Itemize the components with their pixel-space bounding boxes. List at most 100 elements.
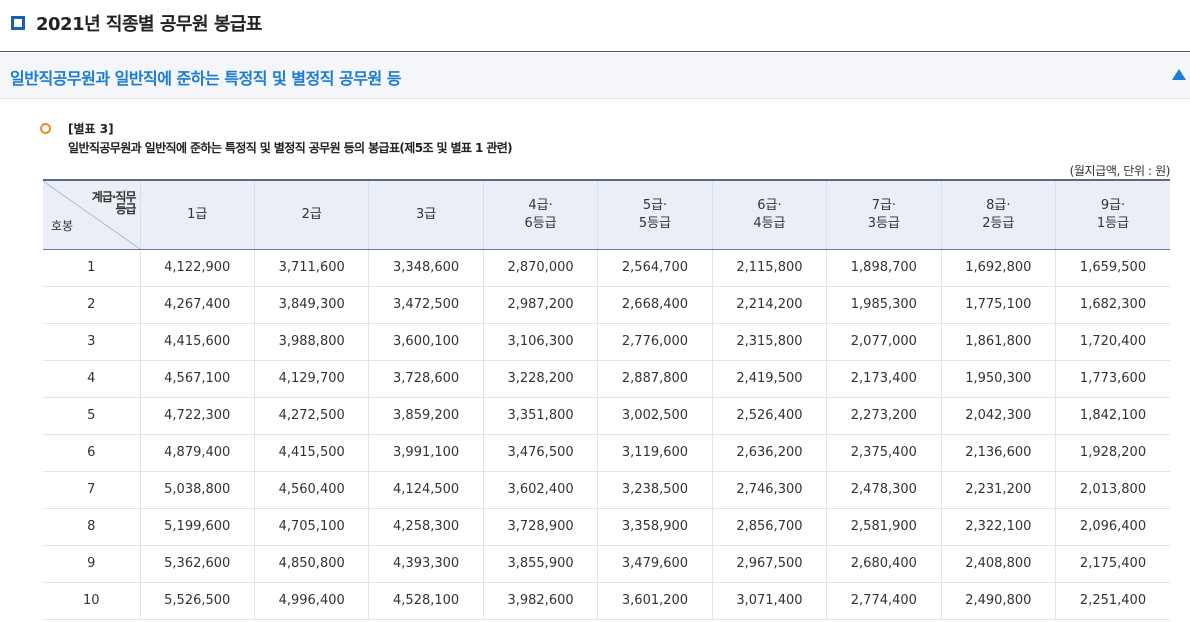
salary-cell: 4,393,300: [368, 545, 484, 583]
table-row: 9 5,362,600 4,850,800 4,393,300 3,855,900 3,4…: [43, 545, 1170, 583]
salary-cell: 3,476,500: [482, 434, 598, 472]
salary-cell: 2,564,700: [597, 249, 713, 287]
table-row: 7 5,038,800 4,560,400 4,124,500 3,602,400 3,2…: [43, 471, 1170, 509]
salary-cell: 3,472,500: [368, 286, 484, 324]
section-accordion-header[interactable]: 일반직공무원과 일반직에 준하는 특정직 및 별정직 공무원 등: [0, 53, 1190, 99]
salary-cell: 2,746,300: [711, 471, 827, 509]
salary-cell: 2,273,200: [826, 397, 942, 435]
corner-top-line2: 등급: [115, 202, 136, 216]
salary-cell: 2,315,800: [711, 323, 827, 361]
column-header-line: 2등급: [982, 215, 1015, 231]
salary-cell: 4,129,700: [253, 360, 369, 398]
note-label: [별표 3]: [68, 122, 114, 136]
salary-cell: 2,478,300: [826, 471, 942, 509]
step-number-cell: 9: [43, 545, 141, 583]
salary-cell: 5,362,600: [139, 545, 255, 583]
salary-cell: 2,173,400: [826, 360, 942, 398]
salary-cell: 2,668,400: [597, 286, 713, 324]
salary-cell: 2,042,300: [940, 397, 1056, 435]
column-header-line: 8급·: [986, 197, 1011, 213]
salary-cell: 2,490,800: [940, 582, 1056, 620]
salary-cell: 2,077,000: [826, 323, 942, 361]
step-number-cell: 4: [43, 360, 141, 398]
column-header-line: 4등급: [753, 215, 786, 231]
table-body: 1 4,122,900 3,711,600 3,348,600 2,870,000 2,5…: [43, 249, 1170, 620]
triangle-up-icon: [1172, 69, 1186, 80]
step-number-cell: 7: [43, 471, 141, 509]
table-header-row: 계급·직무 등급 호봉 1급 2급 3급 4급· 6등급 5급· 5등급 6급· 4등급 7급· 3…: [43, 179, 1170, 250]
salary-cell: 4,258,300: [368, 508, 484, 546]
salary-cell: 2,136,600: [940, 434, 1056, 472]
salary-cell: 2,870,000: [482, 249, 598, 287]
column-header-line: 4급·: [528, 197, 553, 213]
column-header: 8급· 2등급: [940, 179, 1056, 250]
salary-cell: 2,096,400: [1055, 508, 1170, 546]
salary-table: 계급·직무 등급 호봉 1급 2급 3급 4급· 6등급 5급· 5등급 6급· 4등급 7급· 3…: [43, 179, 1170, 620]
salary-cell: 1,775,100: [940, 286, 1056, 324]
salary-cell: 2,013,800: [1055, 471, 1170, 509]
salary-cell: 4,528,100: [368, 582, 484, 620]
salary-cell: 4,122,900: [139, 249, 255, 287]
salary-cell: 1,692,800: [940, 249, 1056, 287]
table-row: 8 5,199,600 4,705,100 4,258,300 3,728,900 3,3…: [43, 508, 1170, 546]
salary-cell: 3,348,600: [368, 249, 484, 287]
column-header-line: 2급: [301, 206, 322, 222]
salary-cell: 3,071,400: [711, 582, 827, 620]
salary-cell: 2,251,400: [1055, 582, 1170, 620]
table-row: 5 4,722,300 4,272,500 3,859,200 3,351,800 3,0…: [43, 397, 1170, 435]
salary-cell: 2,322,100: [940, 508, 1056, 546]
salary-cell: 3,119,600: [597, 434, 713, 472]
table-row: 1 4,122,900 3,711,600 3,348,600 2,870,000 2,5…: [43, 249, 1170, 287]
corner-header-cell: 계급·직무 등급 호봉: [43, 179, 141, 250]
column-header: 7급· 3등급: [826, 179, 942, 250]
salary-cell: 2,419,500: [711, 360, 827, 398]
section-title[interactable]: 일반직공무원과 일반직에 준하는 특정직 및 별정직 공무원 등: [10, 69, 402, 88]
column-header: 4급· 6등급: [482, 179, 598, 250]
salary-cell: 2,231,200: [940, 471, 1056, 509]
salary-cell: 1,898,700: [826, 249, 942, 287]
salary-cell: 3,358,900: [597, 508, 713, 546]
salary-cell: 2,581,900: [826, 508, 942, 546]
column-header-line: 3급: [416, 206, 437, 222]
salary-cell: 3,859,200: [368, 397, 484, 435]
salary-cell: 2,967,500: [711, 545, 827, 583]
salary-cell: 4,567,100: [139, 360, 255, 398]
salary-cell: 2,856,700: [711, 508, 827, 546]
salary-cell: 1,861,800: [940, 323, 1056, 361]
column-header-line: 1등급: [1096, 215, 1130, 231]
step-number-cell: 2: [43, 286, 141, 324]
salary-cell: 2,526,400: [711, 397, 827, 435]
salary-cell: 2,887,800: [597, 360, 713, 398]
step-number-cell: 3: [43, 323, 141, 361]
collapse-button[interactable]: [1172, 69, 1186, 81]
circle-bullet-icon: [40, 123, 51, 134]
salary-cell: 2,774,400: [826, 582, 942, 620]
salary-cell: 2,987,200: [482, 286, 598, 324]
salary-cell: 2,636,200: [711, 434, 827, 472]
salary-cell: 3,601,200: [597, 582, 713, 620]
salary-cell: 2,680,400: [826, 545, 942, 583]
salary-cell: 1,773,600: [1055, 360, 1170, 398]
column-header-line: 1급: [187, 206, 208, 222]
salary-cell: 4,722,300: [139, 397, 255, 435]
salary-cell: 3,728,900: [482, 508, 598, 546]
salary-cell: 4,124,500: [368, 471, 484, 509]
salary-cell: 5,526,500: [139, 582, 255, 620]
salary-cell: 2,115,800: [711, 249, 827, 287]
square-bullet-icon: [11, 16, 25, 30]
salary-cell: 2,776,000: [597, 323, 713, 361]
step-number-cell: 6: [43, 434, 141, 472]
salary-cell: 4,996,400: [253, 582, 369, 620]
salary-cell: 3,711,600: [253, 249, 369, 287]
column-header: 2급: [253, 179, 369, 250]
page-title: 2021년 직종별 공무원 봉급표: [36, 14, 263, 35]
salary-cell: 3,238,500: [597, 471, 713, 509]
column-header: 1급: [139, 179, 255, 250]
column-header: 5급· 5등급: [597, 179, 713, 250]
salary-cell: 2,408,800: [940, 545, 1056, 583]
corner-top-label: 계급·직무 등급: [92, 191, 137, 216]
column-header: 6급· 4등급: [711, 179, 827, 250]
step-number-cell: 10: [43, 582, 141, 620]
salary-cell: 1,659,500: [1055, 249, 1170, 287]
note-description: 일반직공무원과 일반직에 준하는 특정직 및 별정직 공무원 등의 봉급표(제5…: [68, 141, 513, 155]
